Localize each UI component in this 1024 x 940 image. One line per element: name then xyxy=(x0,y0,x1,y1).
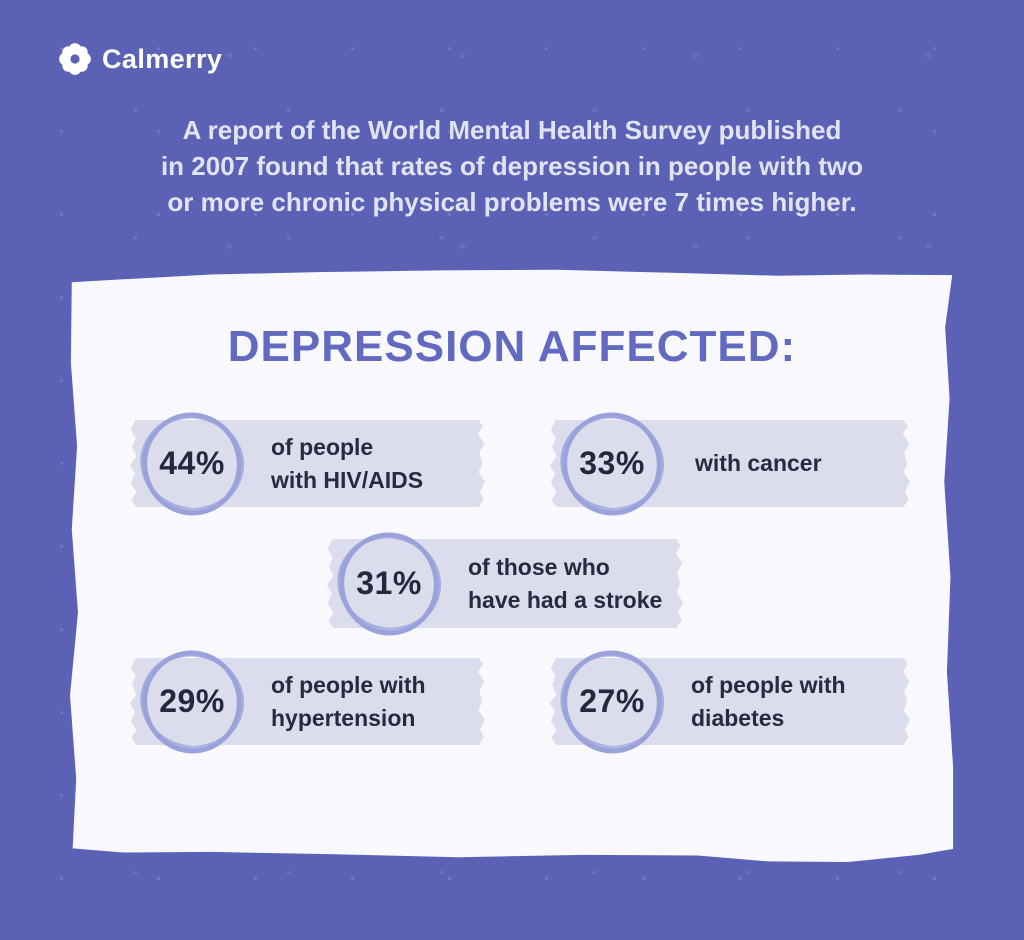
stat-value: 33% xyxy=(579,445,645,481)
stat-item-diabetes: 27% of people with diabetes xyxy=(550,650,910,753)
hand-drawn-circle-icon xyxy=(560,650,665,753)
percentage-badge: 33% xyxy=(559,411,665,517)
calmerry-flower-icon xyxy=(58,42,92,76)
percentage-badge: 29% xyxy=(139,649,245,755)
hand-drawn-circle-icon xyxy=(140,412,245,515)
hand-drawn-circle-icon xyxy=(337,532,442,635)
card-title: DEPRESSION AFFECTED: xyxy=(227,322,797,371)
stat-label: with cancer xyxy=(695,450,822,476)
tape-strip xyxy=(550,420,910,507)
percentage-badge: 27% xyxy=(559,649,665,755)
percentage-badge: 31% xyxy=(336,531,442,637)
tape-strip xyxy=(130,658,485,745)
percentage-badge: 44% xyxy=(139,411,245,517)
hand-drawn-circle-icon xyxy=(140,650,245,753)
tape-strip xyxy=(550,658,910,745)
stat-value: 29% xyxy=(159,683,225,719)
intro-text: A report of the World Mental Health Surv… xyxy=(160,115,864,217)
stat-value: 31% xyxy=(356,565,422,601)
stat-label: of people with HIV/AIDS xyxy=(271,433,424,493)
hand-drawn-circle-icon xyxy=(560,412,665,515)
tape-strip xyxy=(327,539,683,628)
tape-strip xyxy=(130,420,485,507)
stat-item-hiv-aids: 44% of people with HIV/AIDS xyxy=(130,412,485,515)
stat-label: of people with hypertension xyxy=(271,671,426,731)
stats-card: DEPRESSION AFFECTED: 44% of people with … xyxy=(70,269,954,862)
brand-name: Calmerry xyxy=(102,43,223,74)
stat-value: 44% xyxy=(159,445,225,481)
stat-item-cancer: 33% with cancer xyxy=(550,412,910,515)
stat-value: 27% xyxy=(579,683,645,719)
stat-item-stroke: 31% of those who have had a stroke xyxy=(327,532,683,635)
stat-label: of those who have had a stroke xyxy=(468,553,663,613)
brand-logo: Calmerry xyxy=(58,42,222,76)
stat-label: of people with diabetes xyxy=(691,671,846,731)
stat-item-hypertension: 29% of people with hypertension xyxy=(130,650,485,753)
